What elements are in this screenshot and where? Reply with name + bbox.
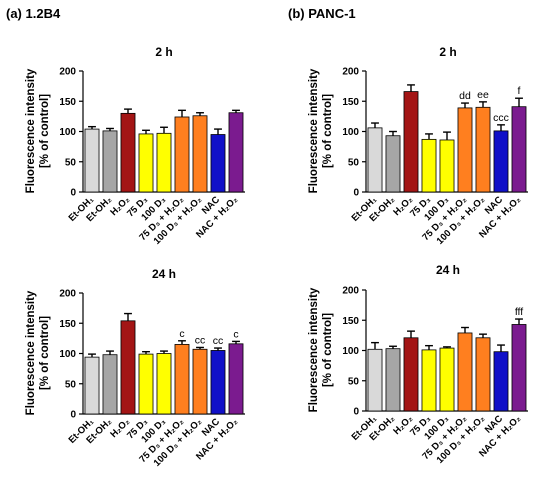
chart-3-bar xyxy=(84,356,100,415)
chart-1-ytick-label: 150 xyxy=(59,97,76,108)
chart-2-bar xyxy=(475,106,491,193)
chart-3-ytick-label: 200 xyxy=(59,289,76,300)
chart-4-bar xyxy=(439,347,455,412)
chart-1-bar xyxy=(210,134,226,193)
chart-3-bar xyxy=(192,348,208,415)
chart-1-bar xyxy=(192,115,208,193)
chart-2-ylabel: Fluorescence intensity [% of control] xyxy=(308,68,334,193)
chart-1-bar xyxy=(174,116,190,193)
chart-1-bar xyxy=(228,112,244,193)
chart-2-significance-label: f xyxy=(518,85,521,97)
chart-2-bar xyxy=(493,130,509,193)
chart-4-bar xyxy=(385,348,401,412)
chart-2-bar xyxy=(457,107,473,193)
chart-2-ytick-label: 0 xyxy=(353,188,359,199)
chart-1-ytick-label: 50 xyxy=(65,157,77,168)
chart-2-ytick-label: 100 xyxy=(342,127,359,138)
chart-1-bar xyxy=(84,128,100,193)
chart-3-ytick-label: 0 xyxy=(70,410,76,421)
chart-2-bar xyxy=(511,106,527,193)
chart-4-bar xyxy=(403,337,419,412)
chart-2-significance-label: ee xyxy=(477,89,489,101)
chart-3-ytick-label: 100 xyxy=(59,349,76,360)
chart-4-ytick-label: 200 xyxy=(342,286,359,297)
chart-4-bar xyxy=(493,351,509,412)
chart-3-significance-label: c xyxy=(233,328,238,340)
chart-3-ytick-label: 50 xyxy=(65,379,77,390)
chart-2-bar xyxy=(367,127,383,193)
chart-3-significance-label: c xyxy=(179,328,184,340)
chart-4-bar xyxy=(475,337,491,412)
chart-3-bar xyxy=(156,353,172,415)
chart-1-bar xyxy=(102,130,118,193)
chart-1-ytick-label: 100 xyxy=(59,127,76,138)
chart-3-bar xyxy=(210,350,226,415)
chart-2-significance-label: ccc xyxy=(493,112,509,124)
chart-1-bar xyxy=(138,133,154,193)
chart-4-bar xyxy=(421,349,437,412)
chart-2-bar xyxy=(385,135,401,193)
panel-label-a: (a) 1.2B4 xyxy=(6,6,61,21)
chart-3-bar xyxy=(174,344,190,415)
chart-4-ytick-label: 150 xyxy=(342,316,359,327)
chart-4-bar xyxy=(457,332,473,412)
chart-2-bar xyxy=(421,138,437,193)
chart-3-ytick-label: 150 xyxy=(59,319,76,330)
chart-1-ylabel: Fluorescence intensity [% of control] xyxy=(25,68,51,193)
chart-4-ylabel: Fluorescence intensity [% of control] xyxy=(308,287,334,412)
chart-1-bar xyxy=(156,132,172,193)
chart-4-bar xyxy=(367,348,383,412)
chart-4-ytick-label: 0 xyxy=(353,407,359,418)
chart-2-ytick-label: 50 xyxy=(348,157,360,168)
chart-1-ytick-label: 0 xyxy=(70,188,76,199)
chart-2-significance-label: dd xyxy=(459,90,471,102)
chart-4-bar xyxy=(511,324,527,412)
chart-2-ytick-label: 150 xyxy=(342,97,359,108)
chart-2-bar xyxy=(439,139,455,193)
chart-3-bar xyxy=(228,343,244,415)
chart-4-ytick-label: 50 xyxy=(348,376,360,387)
chart-4-ytick-label: 100 xyxy=(342,346,359,357)
chart-2-ytick-label: 200 xyxy=(342,67,359,78)
chart-4-significance-label: fff xyxy=(515,306,523,318)
chart-3-significance-label: cc xyxy=(195,334,206,346)
chart-3-ylabel: Fluorescence intensity [% of control] xyxy=(25,290,51,415)
chart-1-title: 2 h xyxy=(155,45,172,59)
chart-3-bar xyxy=(138,353,154,415)
chart-3-significance-label: cc xyxy=(213,335,224,347)
chart-1-ytick-label: 200 xyxy=(59,67,76,78)
chart-3-title: 24 h xyxy=(152,267,176,281)
chart-2-title: 2 h xyxy=(439,45,456,59)
chart-3-bar xyxy=(102,354,118,415)
chart-3-bar xyxy=(120,320,136,415)
panel-label-b: (b) PANC-1 xyxy=(288,6,356,21)
chart-1-bar xyxy=(120,112,136,193)
chart-4-title: 24 h xyxy=(436,263,460,277)
chart-2-bar xyxy=(403,91,419,193)
